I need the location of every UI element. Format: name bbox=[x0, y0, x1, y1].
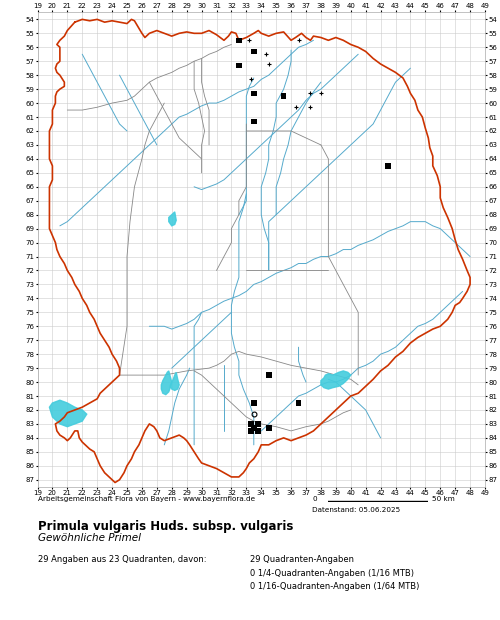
Bar bbox=[256, 421, 261, 427]
Text: 29 Quadranten-Angaben: 29 Quadranten-Angaben bbox=[250, 555, 354, 564]
Text: 0: 0 bbox=[312, 496, 317, 502]
Bar bbox=[251, 91, 256, 96]
Bar bbox=[256, 428, 261, 433]
Bar bbox=[251, 425, 256, 431]
Bar bbox=[296, 401, 302, 405]
Polygon shape bbox=[321, 371, 351, 389]
Polygon shape bbox=[162, 371, 172, 394]
Text: 0 1/16-Quadranten-Angaben (1/64 MTB): 0 1/16-Quadranten-Angaben (1/64 MTB) bbox=[250, 582, 420, 591]
Polygon shape bbox=[170, 372, 179, 391]
Text: Datenstand: 05.06.2025: Datenstand: 05.06.2025 bbox=[312, 507, 401, 513]
Polygon shape bbox=[50, 400, 86, 427]
Bar bbox=[236, 38, 242, 43]
Bar bbox=[385, 163, 391, 169]
Bar bbox=[236, 63, 242, 68]
Text: 0 1/4-Quadranten-Angaben (1/16 MTB): 0 1/4-Quadranten-Angaben (1/16 MTB) bbox=[250, 569, 414, 578]
Bar bbox=[251, 401, 256, 405]
Text: Gewöhnliche Primel: Gewöhnliche Primel bbox=[38, 533, 140, 543]
Bar bbox=[248, 421, 254, 427]
Text: Arbeitsgemeinschaft Flora von Bayern - www.bayernflora.de: Arbeitsgemeinschaft Flora von Bayern - w… bbox=[38, 496, 254, 502]
Polygon shape bbox=[169, 212, 176, 226]
Bar bbox=[248, 428, 254, 433]
Bar bbox=[266, 425, 272, 431]
Bar bbox=[266, 373, 272, 378]
Text: 29 Angaben aus 23 Quadranten, davon:: 29 Angaben aus 23 Quadranten, davon: bbox=[38, 555, 206, 564]
Text: 50 km: 50 km bbox=[432, 496, 455, 502]
Bar bbox=[251, 49, 256, 54]
Bar bbox=[251, 118, 256, 124]
Bar bbox=[281, 94, 286, 99]
Text: Primula vulgaris Huds. subsp. vulgaris: Primula vulgaris Huds. subsp. vulgaris bbox=[38, 520, 293, 533]
